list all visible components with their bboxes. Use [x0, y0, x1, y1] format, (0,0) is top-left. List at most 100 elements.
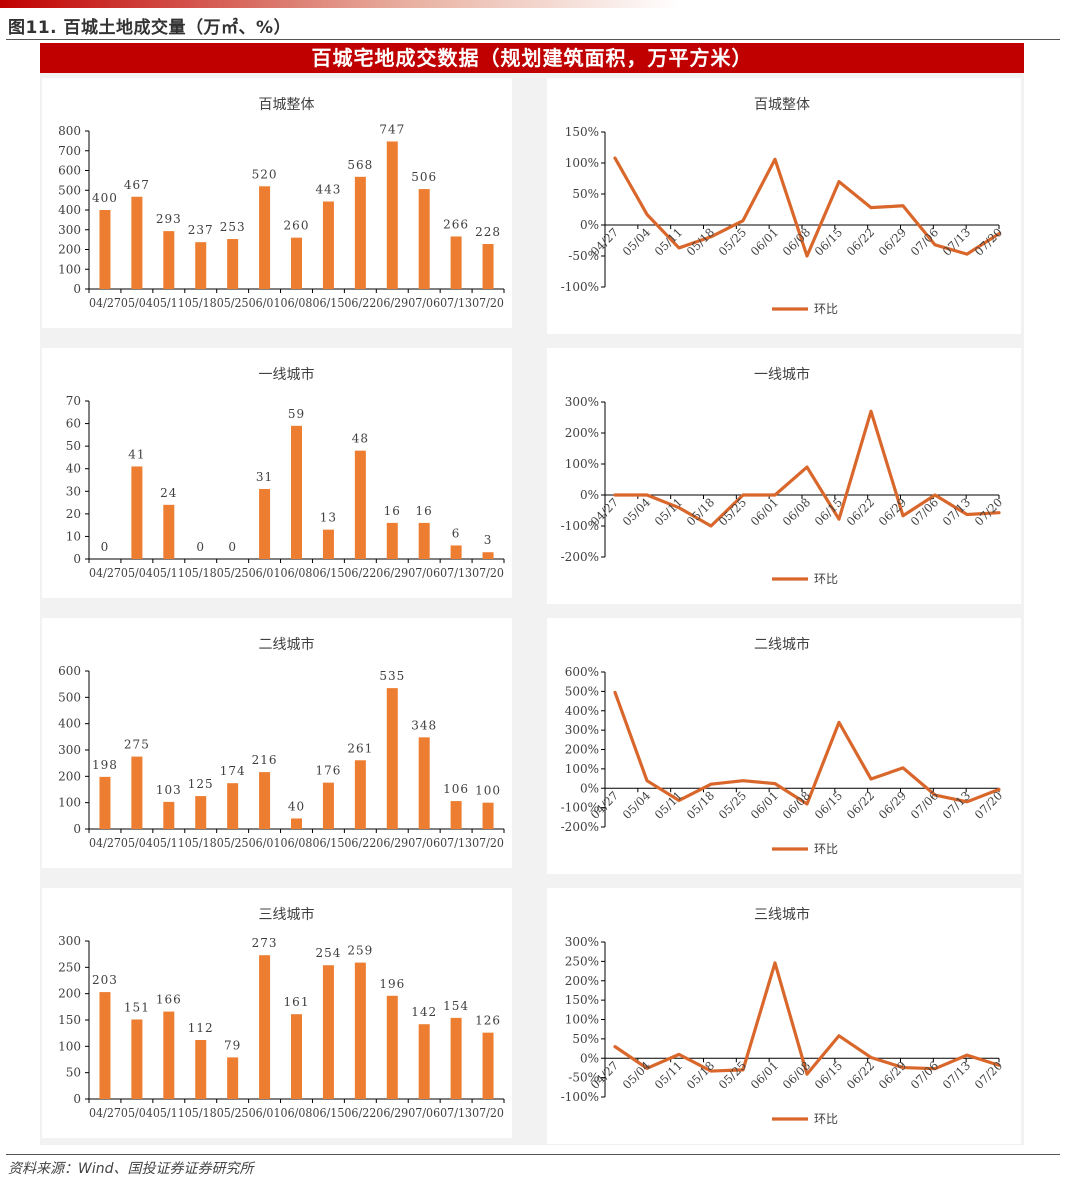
- bar: [418, 522, 430, 559]
- y-tick-label: -100%: [561, 1090, 599, 1104]
- x-tick-label: 06/08: [281, 836, 313, 850]
- data-label: 176: [315, 764, 341, 778]
- x-tick-label: 06/29: [876, 788, 909, 821]
- data-label: 747: [379, 122, 405, 136]
- bar: [418, 1024, 430, 1099]
- bar: [163, 504, 175, 559]
- bar: [482, 1032, 494, 1099]
- data-label: 259: [347, 944, 373, 958]
- x-tick-label: 05/25: [217, 296, 249, 310]
- x-tick-label: 06/22: [344, 296, 376, 310]
- bar-chart-svg: 一线城市010203040506070004/274105/042405/110…: [66, 366, 505, 580]
- y-tick-label: 50: [66, 439, 81, 453]
- chart-title: 二线城市: [754, 636, 810, 653]
- data-label: 154: [443, 999, 469, 1013]
- bar: [322, 965, 334, 1099]
- x-tick-label: 06/22: [844, 788, 877, 821]
- y-tick-label: 700: [58, 144, 81, 158]
- bar: [259, 772, 271, 829]
- bar: [227, 783, 239, 829]
- y-tick-label: 60: [66, 417, 81, 431]
- y-tick-label: 0: [73, 282, 81, 296]
- data-label: 13: [320, 511, 337, 525]
- bar: [99, 776, 111, 829]
- x-tick-label: 05/18: [684, 1058, 717, 1091]
- y-tick-label: 600: [58, 164, 81, 178]
- x-tick-label: 06/01: [249, 566, 281, 580]
- x-tick-label: 06/08: [780, 788, 813, 821]
- bar: [386, 141, 398, 289]
- x-tick-label: 07/20: [472, 296, 504, 310]
- y-tick-label: 0%: [580, 781, 599, 795]
- chart-title: 一线城市: [754, 366, 810, 383]
- x-tick-label: 06/29: [876, 225, 909, 258]
- x-tick-label: 07/13: [440, 566, 472, 580]
- bar: [291, 425, 302, 559]
- figure-title: 图11. 百城土地成交量（万㎡、%）: [8, 18, 292, 38]
- source-divider: [6, 1154, 1060, 1155]
- x-tick-label: 06/01: [249, 1106, 281, 1120]
- x-tick-label: 05/18: [185, 836, 217, 850]
- data-label: 535: [379, 669, 405, 683]
- data-label: 0: [196, 540, 205, 554]
- bar: [418, 189, 430, 289]
- data-label: 166: [156, 993, 182, 1007]
- y-tick-label: 300: [58, 223, 81, 237]
- chart-panel-0: 百城整体 0 100 200 300 400 500 600 700 800 400 04/27 467…: [42, 78, 512, 328]
- legend-label: 环比: [814, 572, 838, 586]
- y-tick-label: 50%: [572, 1032, 599, 1046]
- y-tick-label: 150%: [565, 993, 599, 1007]
- y-tick-label: 100: [58, 796, 81, 810]
- bar: [195, 242, 207, 289]
- x-tick-label: 07/06: [408, 836, 440, 850]
- x-tick-label: 07/06: [408, 1106, 440, 1120]
- x-tick-label: 06/01: [748, 225, 781, 258]
- data-label: 506: [411, 170, 437, 184]
- x-tick-label: 06/08: [281, 566, 313, 580]
- x-tick-label: 06/01: [748, 1058, 781, 1091]
- series-line-huanbi: [613, 961, 1001, 1076]
- data-label: 151: [124, 1000, 150, 1014]
- bar: [259, 955, 271, 1099]
- y-tick-label: 150%: [565, 125, 599, 139]
- y-tick-label: 200: [58, 243, 81, 257]
- data-label: 125: [188, 777, 214, 791]
- x-tick-label: 06/01: [748, 495, 781, 528]
- y-tick-label: 0%: [580, 218, 599, 232]
- x-tick-label: 07/06: [408, 296, 440, 310]
- y-tick-label: 200: [58, 987, 81, 1001]
- y-tick-label: 10: [66, 529, 81, 543]
- x-tick-label: 05/25: [716, 788, 749, 821]
- x-tick-label: 06/15: [312, 566, 344, 580]
- y-tick-label: 500: [58, 690, 81, 704]
- data-label: 467: [124, 178, 150, 192]
- line-chart-svg: 百城整体-100%-50%0%50%100%150%04/2705/0405/1…: [561, 97, 1005, 316]
- bar: [259, 489, 271, 559]
- data-label: 253: [220, 220, 246, 234]
- x-tick-label: 07/13: [440, 1106, 472, 1120]
- x-tick-label: 06/22: [844, 1058, 877, 1091]
- y-tick-label: 300%: [565, 395, 599, 409]
- y-tick-label: 200%: [565, 743, 599, 757]
- bar: [259, 186, 271, 289]
- x-tick-label: 05/18: [684, 788, 717, 821]
- x-tick-label: 07/20: [972, 225, 1005, 258]
- x-tick-label: 06/22: [844, 495, 877, 528]
- x-tick-label: 07/13: [940, 788, 973, 821]
- x-tick-label: 06/08: [281, 296, 313, 310]
- x-tick-label: 06/29: [876, 495, 909, 528]
- y-tick-label: 100%: [565, 457, 599, 471]
- y-tick-label: 400%: [565, 704, 599, 718]
- y-tick-label: 200: [58, 769, 81, 783]
- bar: [354, 760, 366, 829]
- data-label: 443: [315, 183, 341, 197]
- bar: [131, 196, 143, 289]
- x-tick-label: 05/25: [217, 1106, 249, 1120]
- y-tick-label: 200%: [565, 426, 599, 440]
- x-tick-label: 07/13: [440, 836, 472, 850]
- data-label: 6: [452, 526, 461, 540]
- data-label: 196: [379, 977, 405, 991]
- y-tick-label: 100%: [565, 762, 599, 776]
- y-tick-label: 100%: [565, 1013, 599, 1027]
- y-tick-label: 20: [66, 507, 81, 521]
